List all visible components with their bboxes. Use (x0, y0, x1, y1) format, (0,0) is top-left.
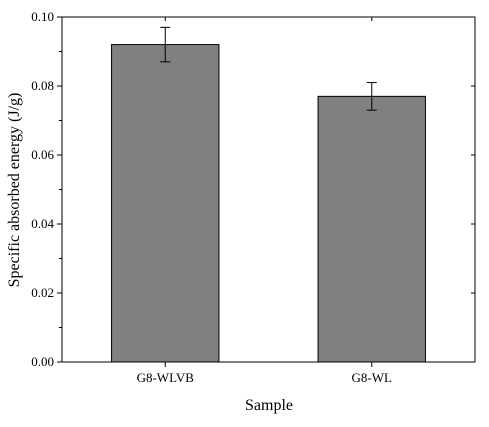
y-tick-label: 0.06 (31, 147, 54, 162)
y-tick-label: 0.02 (31, 285, 54, 300)
y-tick-label: 0.08 (31, 78, 54, 93)
y-tick-label: 0.04 (31, 216, 54, 231)
y-tick-label: 0.00 (31, 354, 54, 369)
x-axis-title: Sample (245, 397, 293, 414)
x-tick-label: G8-WLVB (137, 370, 195, 385)
plot-area: G8-WLVB G8-WL 0.00 0.02 0.04 0.06 0.08 0.10 (31, 9, 476, 385)
bar-g8-wlvb (111, 44, 220, 363)
y-tick-label: 0.10 (31, 9, 54, 24)
y-axis-title: Specific absorbed energy (J/g) (6, 93, 23, 288)
plot-frame (61, 16, 476, 363)
x-tick-label: G8-WL (352, 370, 392, 385)
bar-g8-wl (317, 95, 426, 363)
